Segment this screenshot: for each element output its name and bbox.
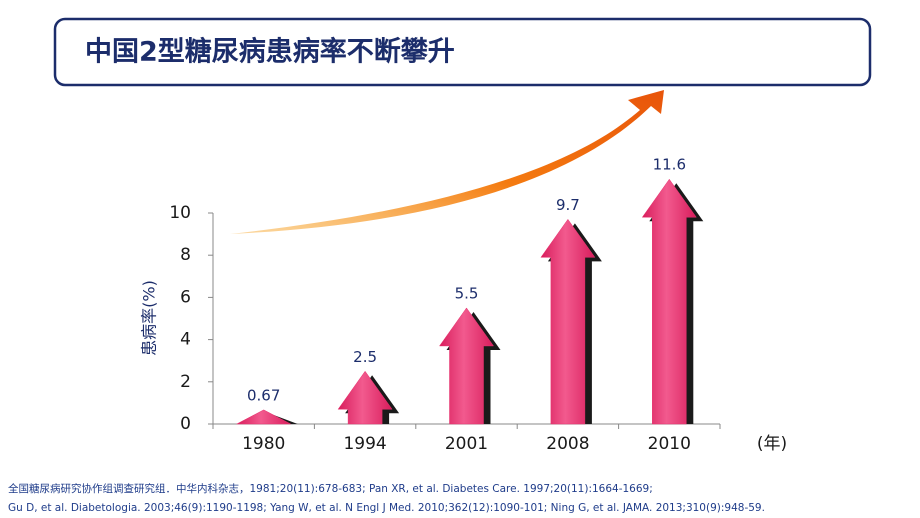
x-tick-label: 2008	[546, 434, 589, 454]
arrow-body	[540, 218, 596, 425]
y-tick-label: 0	[180, 414, 191, 434]
value-label: 11.6	[653, 156, 686, 174]
arrow-bar	[641, 178, 704, 425]
chart-title: 中国2型糖尿病患病率不断攀升	[85, 36, 455, 68]
x-tick-label: 1994	[343, 434, 386, 454]
y-tick-label: 10	[169, 203, 191, 223]
x-tick-label: 1980	[242, 434, 285, 454]
x-tick-label: 2010	[648, 434, 691, 454]
title-box	[53, 17, 872, 87]
arrow-body	[337, 370, 393, 425]
trend-arrow	[230, 90, 664, 234]
value-label: 0.67	[247, 386, 280, 404]
y-axis-label: 患病率(%)	[140, 280, 159, 356]
x-axis-unit: (年)	[757, 434, 787, 454]
y-tick-label: 6	[180, 287, 191, 307]
y-tick-label: 8	[180, 245, 191, 265]
x-tick-label: 2001	[445, 434, 488, 454]
value-label: 5.5	[455, 284, 479, 302]
footnote: 全国糖尿病研究协作组调查研究组．中华内科杂志，1981;20(11):678-6…	[8, 482, 653, 495]
arrow-body	[236, 409, 291, 425]
arrow-bar	[439, 307, 501, 425]
arrow-bar	[540, 218, 602, 425]
y-tick-label: 4	[180, 330, 191, 350]
footnote: Gu D, et al. Diabetologia. 2003;46(9):11…	[8, 502, 765, 514]
y-tick-label: 2	[180, 372, 191, 392]
value-label: 2.5	[353, 348, 377, 366]
arrow-body	[439, 307, 494, 425]
value-label: 9.7	[556, 196, 580, 214]
arrow-body	[641, 178, 697, 425]
arrow-bar	[337, 370, 400, 425]
arrow-bar	[236, 409, 298, 425]
